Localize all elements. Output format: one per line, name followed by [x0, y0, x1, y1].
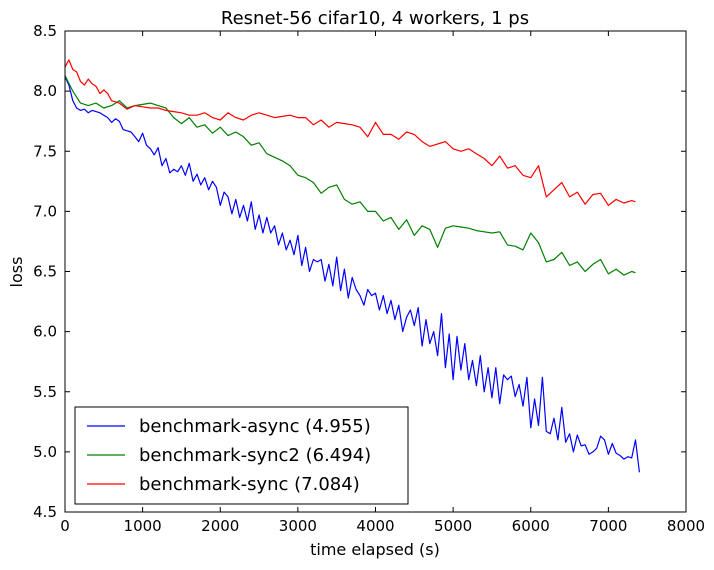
- x-tick-label: 2000: [201, 517, 239, 535]
- y-tick-label: 5.5: [33, 383, 57, 401]
- y-tick-label: 7.5: [33, 142, 57, 160]
- x-tick-label: 3000: [279, 517, 317, 535]
- x-tick-label: 8000: [667, 517, 705, 535]
- y-tick-label: 8.0: [33, 82, 57, 100]
- y-tick-label: 6.0: [33, 323, 57, 341]
- x-tick-label: 6000: [512, 517, 550, 535]
- legend-box: [74, 406, 409, 505]
- x-tick-label: 1000: [124, 517, 162, 535]
- legend-label-2: benchmark-sync (7.084): [139, 474, 360, 495]
- x-tick-label: 4000: [356, 517, 394, 535]
- y-tick-label: 6.5: [33, 263, 57, 281]
- y-tick-label: 4.5: [33, 503, 57, 521]
- chart-title: Resnet-56 cifar10, 4 workers, 1 ps: [221, 8, 529, 29]
- x-tick-label: 7000: [589, 517, 627, 535]
- series-line-0: [64, 76, 640, 473]
- y-tick-label: 7.0: [33, 202, 57, 220]
- y-tick-label: 8.5: [33, 22, 57, 40]
- legend: benchmark-async (4.955) benchmark-sync2 (…: [74, 406, 409, 505]
- tick-layer: 0 1000 2000 3000 4000 5000 6000 7000 8000 4.5 5.0 5…: [33, 22, 705, 535]
- x-tick-label: 5000: [434, 517, 472, 535]
- plot-frame: [64, 30, 687, 513]
- series-line-1: [64, 75, 636, 276]
- series-layer: [64, 59, 640, 473]
- x-axis-label: time elapsed (s): [310, 540, 440, 559]
- legend-label-1: benchmark-sync2 (6.494): [139, 445, 371, 466]
- x-tick-label: 0: [60, 517, 70, 535]
- y-tick-label: 5.0: [33, 443, 57, 461]
- series-line-2: [64, 59, 636, 206]
- legend-label-0: benchmark-async (4.955): [139, 416, 371, 437]
- y-axis-label: loss: [7, 257, 26, 288]
